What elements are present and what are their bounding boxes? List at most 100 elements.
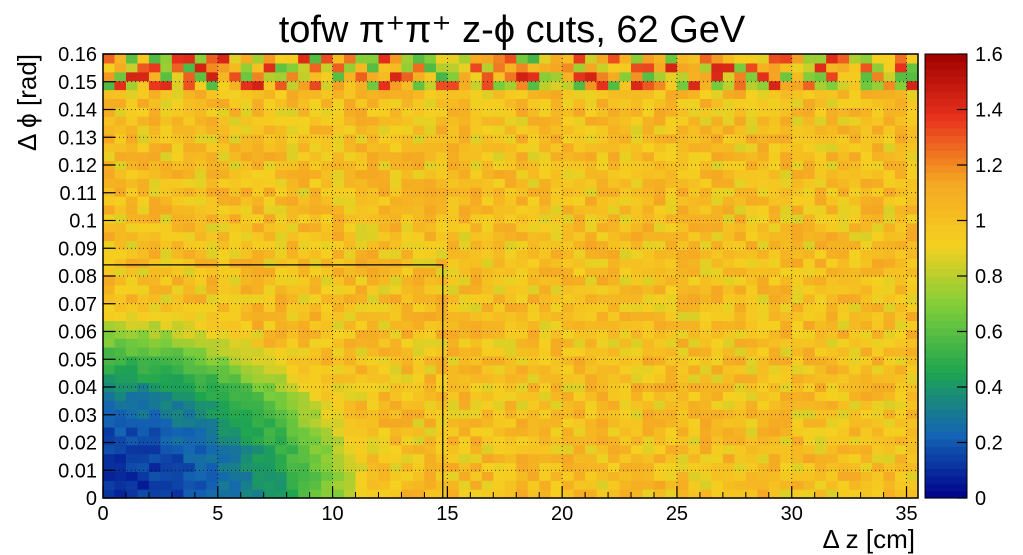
heatmap-cell <box>103 276 116 286</box>
heatmap-cell <box>194 364 207 375</box>
heatmap-cell <box>125 187 139 197</box>
color-scale-label: 1 <box>975 211 986 233</box>
color-scale-band <box>925 490 967 499</box>
heatmap-cell <box>229 240 242 250</box>
heatmap-cell <box>849 249 862 259</box>
heatmap-cell <box>699 435 712 446</box>
heatmap-cell <box>699 489 712 499</box>
heatmap-cell <box>745 284 758 295</box>
heatmap-cell <box>240 276 253 286</box>
heatmap-cell <box>550 160 563 171</box>
heatmap-cell <box>435 489 448 499</box>
heatmap-cell <box>883 107 896 117</box>
heatmap-cell <box>768 267 781 277</box>
heatmap-cell <box>252 426 265 437</box>
heatmap-cell <box>803 62 816 73</box>
heatmap-cell <box>309 178 322 188</box>
heatmap-cell <box>103 364 116 375</box>
heatmap-cell <box>125 284 139 295</box>
heatmap-cell <box>401 320 414 330</box>
heatmap-cell <box>332 125 345 135</box>
heatmap-cell <box>332 276 345 286</box>
heatmap-cell <box>389 151 403 162</box>
heatmap-cell <box>734 462 747 472</box>
heatmap-cell <box>608 71 621 82</box>
heatmap-cell <box>814 62 827 73</box>
heatmap-cell <box>883 231 896 242</box>
heatmap-cell <box>435 89 448 99</box>
heatmap-cell <box>344 409 357 419</box>
heatmap-cell <box>768 204 781 215</box>
heatmap-cell <box>481 435 494 446</box>
heatmap-cell <box>435 320 448 330</box>
heatmap-cell <box>653 276 667 286</box>
heatmap-cell <box>355 382 368 393</box>
heatmap-cell <box>378 426 391 437</box>
heatmap-cell <box>791 107 804 117</box>
heatmap-cell <box>585 62 598 73</box>
heatmap-cell <box>332 169 345 179</box>
heatmap-cell <box>699 284 712 295</box>
heatmap-cell <box>148 276 161 286</box>
heatmap-cell <box>631 169 644 179</box>
heatmap-cell <box>355 249 368 259</box>
heatmap-cell <box>688 116 701 126</box>
heatmap-cell <box>447 471 460 481</box>
heatmap-cell <box>160 382 173 393</box>
heatmap-cell <box>734 364 747 375</box>
heatmap-cell <box>550 133 563 144</box>
heatmap-cell <box>321 462 334 472</box>
heatmap-cell <box>872 471 885 481</box>
heatmap-cell <box>389 116 403 126</box>
heatmap-cell <box>206 418 219 428</box>
heatmap-cell <box>367 284 380 295</box>
heatmap-cell <box>814 125 827 135</box>
heatmap-cell <box>332 462 345 472</box>
heatmap-cell <box>665 435 678 446</box>
heatmap-cell <box>160 276 173 286</box>
heatmap-cell <box>803 267 816 277</box>
heatmap-cell <box>676 133 690 144</box>
heatmap-cell <box>791 160 804 171</box>
heatmap-cell <box>148 142 161 153</box>
heatmap-cell <box>240 213 253 224</box>
heatmap-cell <box>229 133 242 144</box>
heatmap-cell <box>309 284 322 295</box>
heatmap-cell <box>252 125 265 135</box>
heatmap-cell <box>699 338 712 348</box>
heatmap-cell <box>252 151 265 162</box>
heatmap-cell <box>803 471 816 481</box>
heatmap-cell <box>114 222 127 233</box>
heatmap-cell <box>860 391 873 401</box>
heatmap-cell <box>573 71 586 82</box>
heatmap-cell <box>229 80 242 91</box>
heatmap-cell <box>504 98 517 108</box>
heatmap-cell <box>412 435 426 446</box>
heatmap-cell <box>849 133 862 144</box>
heatmap-cell <box>676 258 690 268</box>
heatmap-cell <box>699 409 712 419</box>
heatmap-cell <box>493 373 506 384</box>
heatmap-cell <box>722 89 735 99</box>
heatmap-cell <box>550 249 563 259</box>
heatmap-cell <box>516 204 529 215</box>
y-tick-label: 0.16 <box>58 44 97 66</box>
heatmap-cell <box>298 489 311 499</box>
heatmap-cell <box>137 347 150 357</box>
heatmap-cell <box>355 222 368 233</box>
heatmap-cell <box>826 400 839 410</box>
heatmap-cell <box>895 489 908 499</box>
heatmap-cell <box>527 373 540 384</box>
heatmap-cell <box>619 151 632 162</box>
heatmap-cell <box>906 231 919 242</box>
heatmap-cell <box>148 116 161 126</box>
heatmap-cell <box>516 196 529 206</box>
heatmap-cell <box>470 213 483 224</box>
heatmap-cell <box>791 133 804 144</box>
heatmap-cell <box>527 267 540 277</box>
heatmap-cell <box>470 231 483 242</box>
heatmap-cell <box>148 178 161 188</box>
heatmap-cell <box>585 293 598 304</box>
heatmap-cell <box>631 373 644 384</box>
heatmap-cell <box>206 276 219 286</box>
